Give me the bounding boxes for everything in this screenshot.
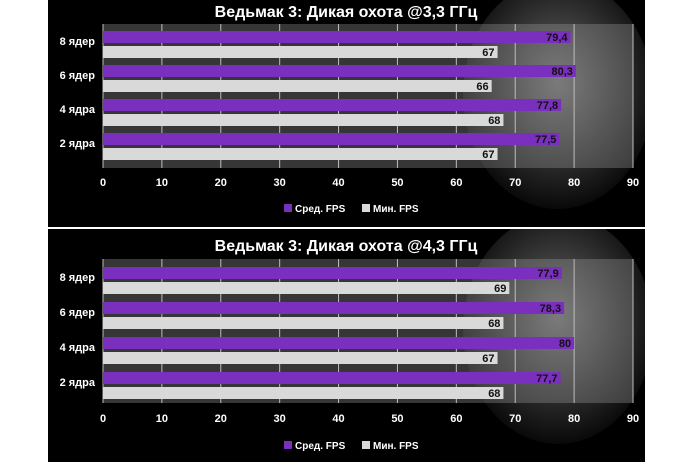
- bar-avg-fps: [103, 65, 576, 77]
- x-tick-label: 20: [215, 413, 227, 425]
- bar-avg-fps: [103, 133, 560, 145]
- x-tick-label: 40: [332, 413, 344, 425]
- data-label-avg: 77,9: [537, 268, 558, 280]
- data-label-min: 68: [488, 388, 500, 400]
- x-tick-label: 10: [156, 177, 168, 189]
- x-tick-label: 60: [450, 177, 462, 189]
- x-tick-label: 30: [274, 177, 286, 189]
- legend-swatch-avg: [284, 441, 292, 449]
- plot-area: [103, 24, 633, 168]
- data-label-min: 67: [482, 47, 494, 59]
- x-tick-label: 70: [509, 413, 521, 425]
- bar-min-fps: [103, 114, 504, 126]
- legend-label-min: Мин. FPS: [373, 204, 419, 215]
- x-tick-label: 20: [215, 177, 227, 189]
- data-label-min: 66: [476, 81, 488, 93]
- bar-min-fps: [103, 148, 498, 160]
- legend-label-min: Мин. FPS: [373, 441, 419, 452]
- bar-min-fps: [103, 387, 504, 399]
- category-label: 4 ядра: [60, 104, 96, 116]
- x-tick-label: 80: [568, 413, 580, 425]
- legend-label-avg: Сред. FPS: [295, 441, 346, 452]
- bar-min-fps: [103, 282, 510, 294]
- category-label: 2 ядра: [60, 377, 96, 389]
- legend-swatch-min: [362, 204, 370, 212]
- category-label: 2 ядра: [60, 138, 96, 150]
- x-tick-label: 50: [391, 413, 403, 425]
- bar-avg-fps: [103, 31, 571, 43]
- bar-min-fps: [103, 80, 492, 92]
- category-label: 8 ядер: [60, 272, 96, 284]
- data-label-avg: 77,8: [537, 100, 558, 112]
- data-label-avg: 78,3: [540, 303, 561, 315]
- data-label-min: 68: [488, 115, 500, 127]
- legend-swatch-avg: [284, 204, 292, 212]
- category-label: 8 ядер: [60, 36, 96, 48]
- x-tick-label: 40: [332, 177, 344, 189]
- data-label-avg: 77,5: [535, 134, 556, 146]
- bar-avg-fps: [103, 372, 561, 384]
- x-tick-label: 0: [100, 177, 106, 189]
- data-label-min: 67: [482, 149, 494, 161]
- legend-swatch-min: [362, 441, 370, 449]
- bar-avg-fps: [103, 337, 575, 349]
- x-tick-label: 50: [391, 177, 403, 189]
- data-label-min: 68: [488, 318, 500, 330]
- data-label-avg: 80: [559, 338, 571, 350]
- fps-chart-3-3ghz: Ведьмак 3: Дикая охота @3,3 ГГц 0 10 20 30 40…: [60, 0, 645, 215]
- fps-chart-4-3ghz: Ведьмак 3: Дикая охота @4,3 ГГц 0 10 20 30 40…: [60, 229, 645, 452]
- chart-panel-4-3ghz: Ведьмак 3: Дикая охота @4,3 ГГц 0 10 20 30 40…: [48, 229, 645, 462]
- legend-label-avg: Сред. FPS: [295, 204, 346, 215]
- category-label: 4 ядра: [60, 342, 96, 354]
- category-label: 6 ядер: [60, 307, 96, 319]
- chart-title: Ведьмак 3: Дикая охота @4,3 ГГц: [215, 238, 478, 255]
- bar-avg-fps: [103, 99, 562, 111]
- x-tick-label: 70: [509, 177, 521, 189]
- data-label-min: 67: [482, 353, 494, 365]
- data-label-min: 69: [494, 283, 506, 295]
- chart-panel-3-3ghz: Ведьмак 3: Дикая охота @3,3 ГГц 0 10 20 30 40…: [48, 0, 645, 227]
- x-tick-label: 90: [627, 413, 639, 425]
- bar-avg-fps: [103, 302, 565, 314]
- x-tick-label: 0: [100, 413, 106, 425]
- bar-min-fps: [103, 317, 504, 329]
- bar-min-fps: [103, 352, 498, 364]
- x-tick-label: 80: [568, 177, 580, 189]
- bar-min-fps: [103, 46, 498, 58]
- bar-avg-fps: [103, 267, 562, 279]
- x-tick-label: 30: [274, 413, 286, 425]
- data-label-avg: 79,4: [546, 32, 568, 44]
- x-tick-label: 60: [450, 413, 462, 425]
- chart-title: Ведьмак 3: Дикая охота @3,3 ГГц: [215, 4, 478, 21]
- x-tick-label: 90: [627, 177, 639, 189]
- data-label-avg: 77,7: [536, 373, 557, 385]
- x-tick-label: 10: [156, 413, 168, 425]
- data-label-avg: 80,3: [551, 66, 572, 78]
- category-label: 6 ядер: [60, 70, 96, 82]
